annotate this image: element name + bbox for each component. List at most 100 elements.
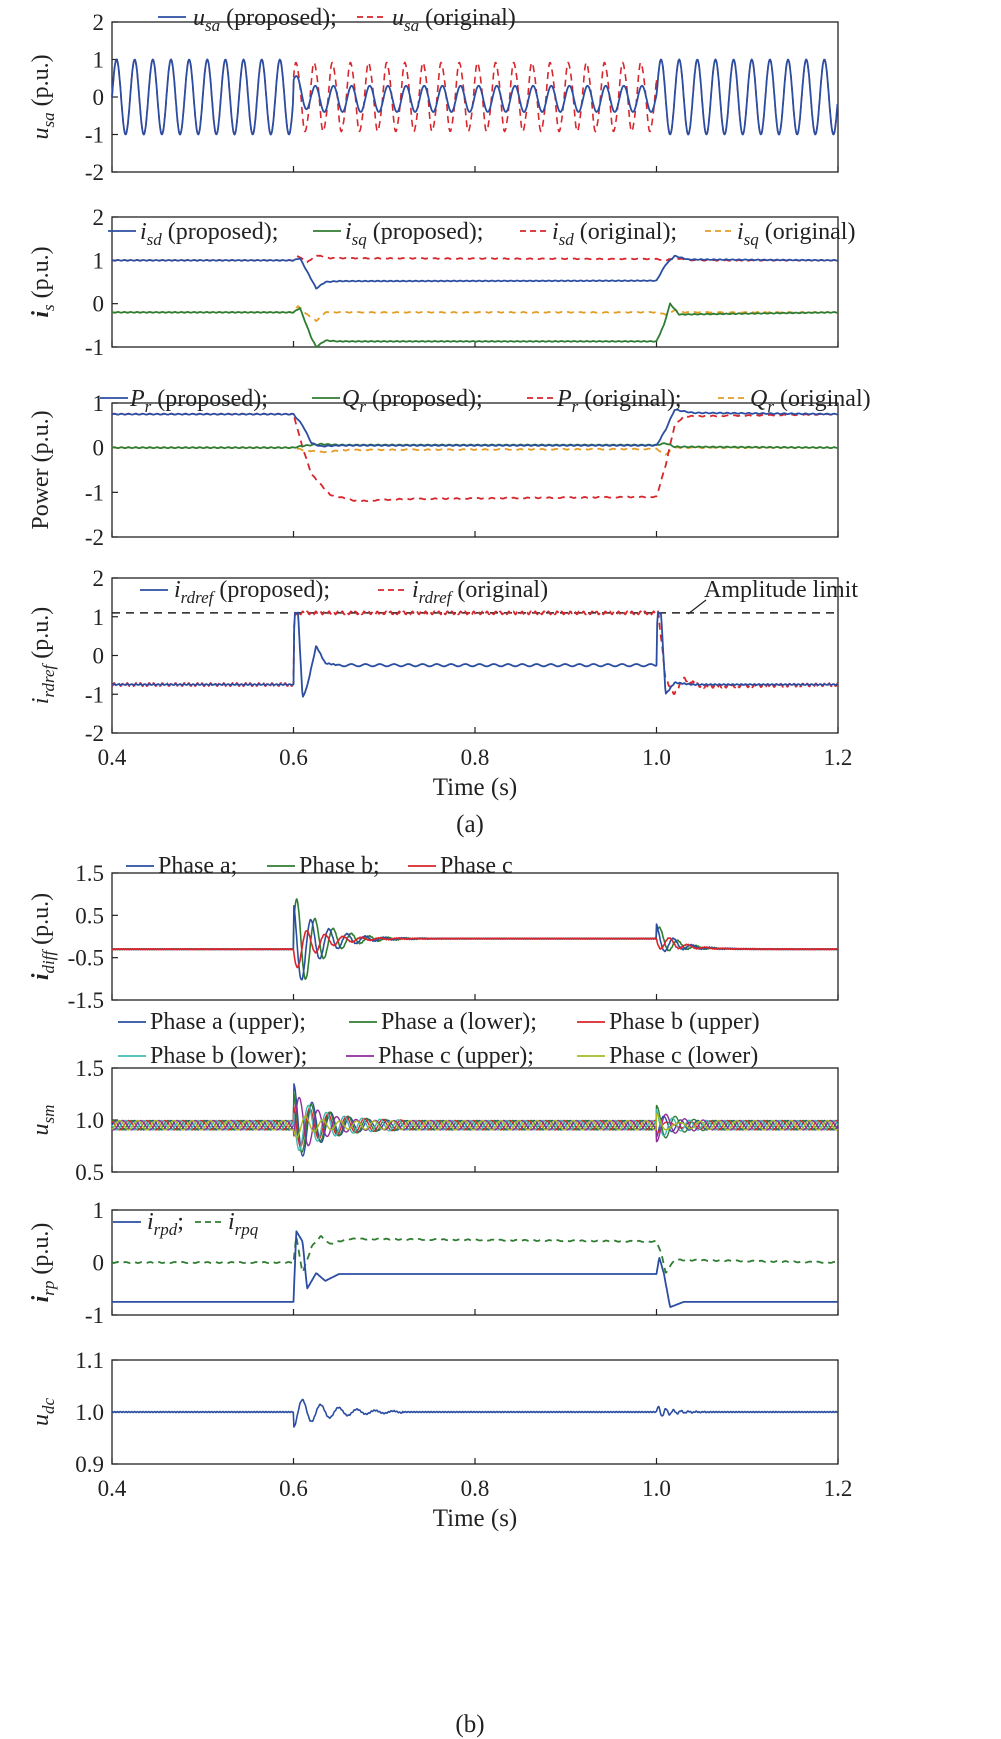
y-tick-label: -0.5: [68, 946, 104, 971]
y-axis-label-text: idiff (p.u.): [28, 893, 58, 980]
x-tick-label: 0.4: [98, 745, 127, 770]
x-tick-label: 0.8: [461, 1476, 490, 1501]
y-tick-label: -2: [85, 160, 104, 185]
legend-label-isq-original: isq (original): [737, 219, 855, 249]
y-tick-label: -1: [85, 335, 104, 360]
legend-label-qr-proposed: Qr (proposed);: [342, 386, 483, 416]
y-tick-label: 1: [93, 391, 105, 416]
legend-label-idiff-0: Phase a;: [158, 853, 237, 879]
y-tick-label: -2: [85, 721, 104, 746]
panel-6: 1.5 1.0 0.5 usm Phase a (upper); Phase a (low…: [28, 1009, 839, 1185]
y-axis-label: irp (p.u.): [28, 1223, 58, 1303]
panel-2: 2 1 0 -1 is (p.u.) isd (proposed); isq (propos…: [28, 205, 855, 360]
legend-label-usm-5: Phase c (lower): [609, 1043, 758, 1069]
plot-frame: [111, 872, 839, 1001]
y-axis-label: udc: [28, 1398, 58, 1427]
series-pr-original: [111, 412, 838, 503]
y-tick-label: 0.5: [75, 1160, 104, 1185]
y-tick-label: 1.0: [75, 1108, 104, 1133]
series-usm-3: [111, 1104, 839, 1152]
series-irpq: [111, 1235, 839, 1274]
y-tick-label: -1: [85, 682, 104, 707]
y-axis-label-text: irp (p.u.): [28, 1223, 58, 1303]
series-idiff-phase-a: [111, 905, 839, 981]
series-idiff-phase-c: [111, 929, 839, 969]
x-axis-label: Time (s): [433, 774, 518, 801]
legend-label-isd-proposed: isd (proposed);: [140, 219, 278, 249]
y-tick-label: 1.0: [75, 1400, 104, 1425]
series-isq-proposed: [111, 302, 839, 348]
annotation-label: Amplitude limit: [704, 577, 858, 603]
legend-label-pr-proposed: Pr (proposed);: [129, 386, 268, 416]
legend: irpd; irpq: [113, 1209, 259, 1239]
y-tick-label: 1.5: [75, 861, 104, 886]
legend-label-usm-3: Phase b (lower);: [150, 1043, 307, 1069]
y-tick-label: -1: [85, 123, 104, 148]
y-tick-label: -2: [85, 525, 104, 550]
y-axis-label: irdref (p.u.): [28, 607, 58, 704]
series-usm-1: [111, 1092, 839, 1153]
y-tick-label: 1: [93, 248, 105, 273]
y-tick-label: 0.9: [75, 1452, 104, 1477]
legend: Pr (proposed); Qr (proposed); Pr (original…: [100, 386, 871, 416]
y-tick-label: 1.1: [75, 1348, 104, 1373]
legend-label-usm-4: Phase c (upper);: [378, 1043, 534, 1069]
y-tick-label: 0: [93, 436, 105, 461]
series-irpd: [111, 1230, 839, 1308]
y-tick-label: 0: [93, 85, 105, 110]
legend: irdref (proposed); irdref (original): [140, 577, 548, 607]
y-axis-label-text: usa (p.u.): [28, 54, 58, 139]
series-udc: [111, 1398, 839, 1428]
x-tick-label: 1.0: [642, 1476, 671, 1501]
y-tick-label: 2: [93, 10, 105, 35]
series-usm-0: [111, 1083, 839, 1157]
series-usa-proposed: [111, 58, 839, 136]
legend: usa (proposed); usa (original): [158, 5, 516, 35]
legend: Phase a (upper); Phase a (lower); Phase b …: [118, 1009, 760, 1069]
series-irdref-original: [111, 610, 839, 695]
x-tick-label: 1.2: [824, 1476, 853, 1501]
x-tick-label: 1.2: [824, 745, 853, 770]
legend-label-irdref-proposed: irdref (proposed);: [174, 577, 330, 607]
y-axis-label: is (p.u.): [28, 246, 58, 317]
legend-label-usa-original: usa (original): [392, 5, 516, 35]
legend-label-irdref-original: irdref (original): [412, 577, 548, 607]
y-axis-label-text: irdref (p.u.): [28, 607, 58, 704]
legend-label-idiff-1: Phase b;: [299, 853, 380, 879]
x-tick-label: 0.6: [279, 745, 308, 770]
legend-label-isq-proposed: isq (proposed);: [345, 219, 483, 249]
panel-1: 2 1 0 -1 -2 usa (p.u.) usa (proposed); usa (ori…: [28, 5, 839, 185]
legend-label-idiff-2: Phase c: [440, 853, 513, 879]
y-axis-label: usm: [28, 1105, 58, 1136]
annotation: Amplitude limit: [687, 577, 858, 615]
x-axis-label: Time (s): [433, 1505, 518, 1532]
plot-frame: [111, 402, 839, 538]
legend: Phase a; Phase b; Phase c: [126, 853, 513, 879]
panel-8: 1.1 1.0 0.90.4 0.6 0.8 1.0 1.2 Time (s) udc: [28, 1348, 852, 1532]
annotation-pointer: [687, 599, 707, 615]
y-axis-label: Power (p.u.): [28, 410, 54, 529]
plot-frame: [111, 1067, 839, 1173]
legend-label-irpd: irpd;: [147, 1209, 184, 1239]
y-tick-label: 0.5: [75, 903, 104, 928]
y-tick-label: 1: [93, 1198, 105, 1223]
legend-label-qr-original: Qr (original): [750, 386, 871, 416]
y-tick-label: 2: [93, 566, 105, 591]
y-axis-label-text: usm: [28, 1105, 58, 1136]
y-tick-label: 1: [93, 48, 105, 73]
caption-a: (a): [456, 811, 484, 838]
caption-b: (b): [455, 1711, 484, 1738]
legend-label-irpq: irpq: [228, 1209, 259, 1239]
x-tick-label: 0.6: [279, 1476, 308, 1501]
legend-label-usa-proposed: usa (proposed);: [193, 5, 337, 35]
series-pr-proposed: [111, 408, 839, 448]
legend-label-usm-2: Phase b (upper): [609, 1009, 760, 1035]
x-tick-label: 0.8: [461, 745, 490, 770]
y-tick-label: -1: [85, 1303, 104, 1328]
series-usm-5: [111, 1113, 839, 1139]
y-axis-label-text: is (p.u.): [28, 246, 58, 317]
legend-label-isd-original: isd (original);: [552, 219, 677, 249]
panel-4: 2 1 0 -1 -20.4 0.6 0.8 1.0 1.2 Time (s) irdref (p.…: [28, 566, 858, 801]
